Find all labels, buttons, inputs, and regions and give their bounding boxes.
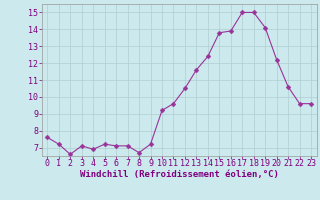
X-axis label: Windchill (Refroidissement éolien,°C): Windchill (Refroidissement éolien,°C) (80, 170, 279, 179)
